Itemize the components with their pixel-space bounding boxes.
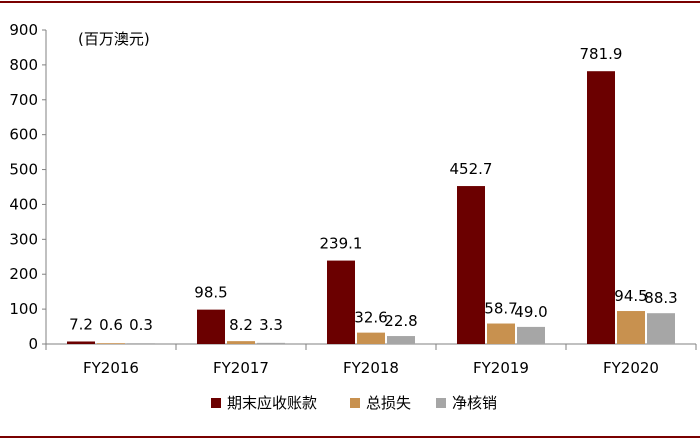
bar <box>327 260 355 344</box>
legend-swatch <box>211 398 221 408</box>
bar <box>127 343 155 344</box>
bar <box>197 309 225 344</box>
x-tick-label: FY2018 <box>343 359 399 377</box>
y-tick-label: 400 <box>9 195 38 213</box>
bar <box>387 336 415 344</box>
bar <box>647 313 675 344</box>
bar <box>257 342 285 344</box>
bar <box>357 332 385 344</box>
legend-label: 净核销 <box>452 394 497 412</box>
data-label: 0.6 <box>99 316 123 334</box>
legend-label: 期末应收账款 <box>227 394 317 412</box>
y-tick-label: 200 <box>9 265 38 283</box>
y-tick-label: 700 <box>9 91 38 109</box>
y-tick-label: 800 <box>9 56 38 74</box>
data-label: 58.7 <box>484 300 517 318</box>
data-label: 7.2 <box>69 315 93 333</box>
bar <box>67 341 95 344</box>
data-label: 94.5 <box>614 287 647 305</box>
y-tick-label: 500 <box>9 161 38 179</box>
data-label: 0.3 <box>129 316 153 334</box>
bar <box>587 71 615 344</box>
x-tick-label: FY2020 <box>603 359 659 377</box>
legend-label: 总损失 <box>366 394 411 412</box>
legend-swatch <box>350 398 360 408</box>
data-label: 32.6 <box>354 309 387 327</box>
x-axis: FY2016 FY2017 FY2018 FY2019 FY2020 <box>45 343 697 377</box>
data-label: 3.3 <box>259 316 283 334</box>
bar <box>227 341 255 344</box>
data-label: 781.9 <box>580 45 623 63</box>
unit-note: (百万澳元) <box>78 30 150 48</box>
data-label: 98.5 <box>194 284 227 302</box>
bar <box>457 186 485 344</box>
x-tick-label: FY2019 <box>473 359 529 377</box>
y-tick-label: 0 <box>28 335 38 353</box>
x-tick-label: FY2017 <box>213 359 269 377</box>
data-label: 49.0 <box>514 303 547 321</box>
data-label: 22.8 <box>384 312 417 330</box>
y-tick-label: 900 <box>9 21 38 39</box>
data-labels-group: 7.2 0.6 0.3 98.58.2 3.3 239.1 32.622.8 452.7 58.… <box>69 45 678 334</box>
legend: 期末应收账款 总损失 净核销 <box>211 394 497 412</box>
x-tick-label: FY2016 <box>83 359 139 377</box>
data-label: 88.3 <box>644 289 677 307</box>
data-label: 239.1 <box>320 235 363 253</box>
bar <box>517 326 545 344</box>
data-label: 452.7 <box>450 160 493 178</box>
bars-group <box>67 71 675 344</box>
y-tick-label: 100 <box>9 300 38 318</box>
bar <box>487 323 515 344</box>
bar <box>617 311 645 344</box>
y-axis: 0 100 200 300 400 500 600 700 800 900 <box>9 21 47 353</box>
y-tick-label: 600 <box>9 126 38 144</box>
data-label: 8.2 <box>229 316 253 334</box>
legend-swatch <box>436 398 446 408</box>
y-tick-label: 300 <box>9 230 38 248</box>
bar <box>97 343 125 344</box>
